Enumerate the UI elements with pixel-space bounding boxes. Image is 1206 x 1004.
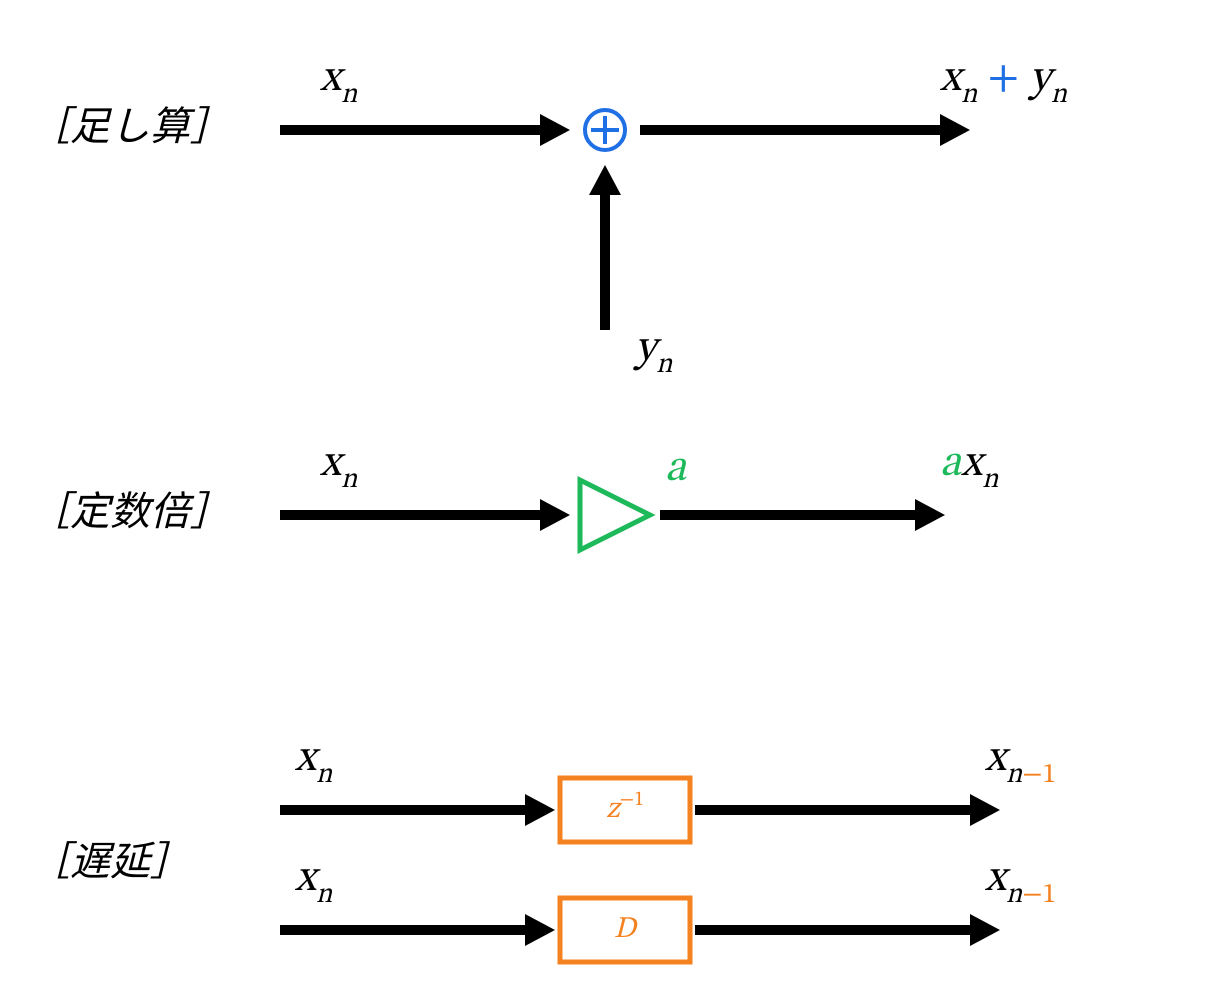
scalar-input-x: xn: [319, 442, 358, 494]
addition-output: xn + yn: [939, 57, 1068, 109]
delay-input-x-d: xn: [294, 857, 333, 909]
delay-box-label-z: z−1: [606, 790, 644, 825]
label-delay: ［遅延］: [30, 839, 190, 884]
addition-input-y: yn: [632, 327, 673, 379]
delay-input-x-z: xn: [294, 737, 333, 789]
delay-output-d: xn−1: [984, 857, 1056, 909]
label-scalar: ［定数倍］: [30, 489, 230, 534]
gain-triangle-icon: [580, 480, 650, 550]
scalar-gain-a: a: [665, 447, 687, 491]
delay-output-z: xn−1: [984, 737, 1056, 789]
scalar-output: axn: [940, 442, 999, 494]
delay-box-label-d: D: [614, 915, 638, 945]
addition-input-x: xn: [319, 57, 358, 109]
delay-box-icon-z: [560, 778, 690, 842]
label-addition: ［足し算］: [30, 104, 230, 149]
addition-diagram: [585, 110, 625, 150]
